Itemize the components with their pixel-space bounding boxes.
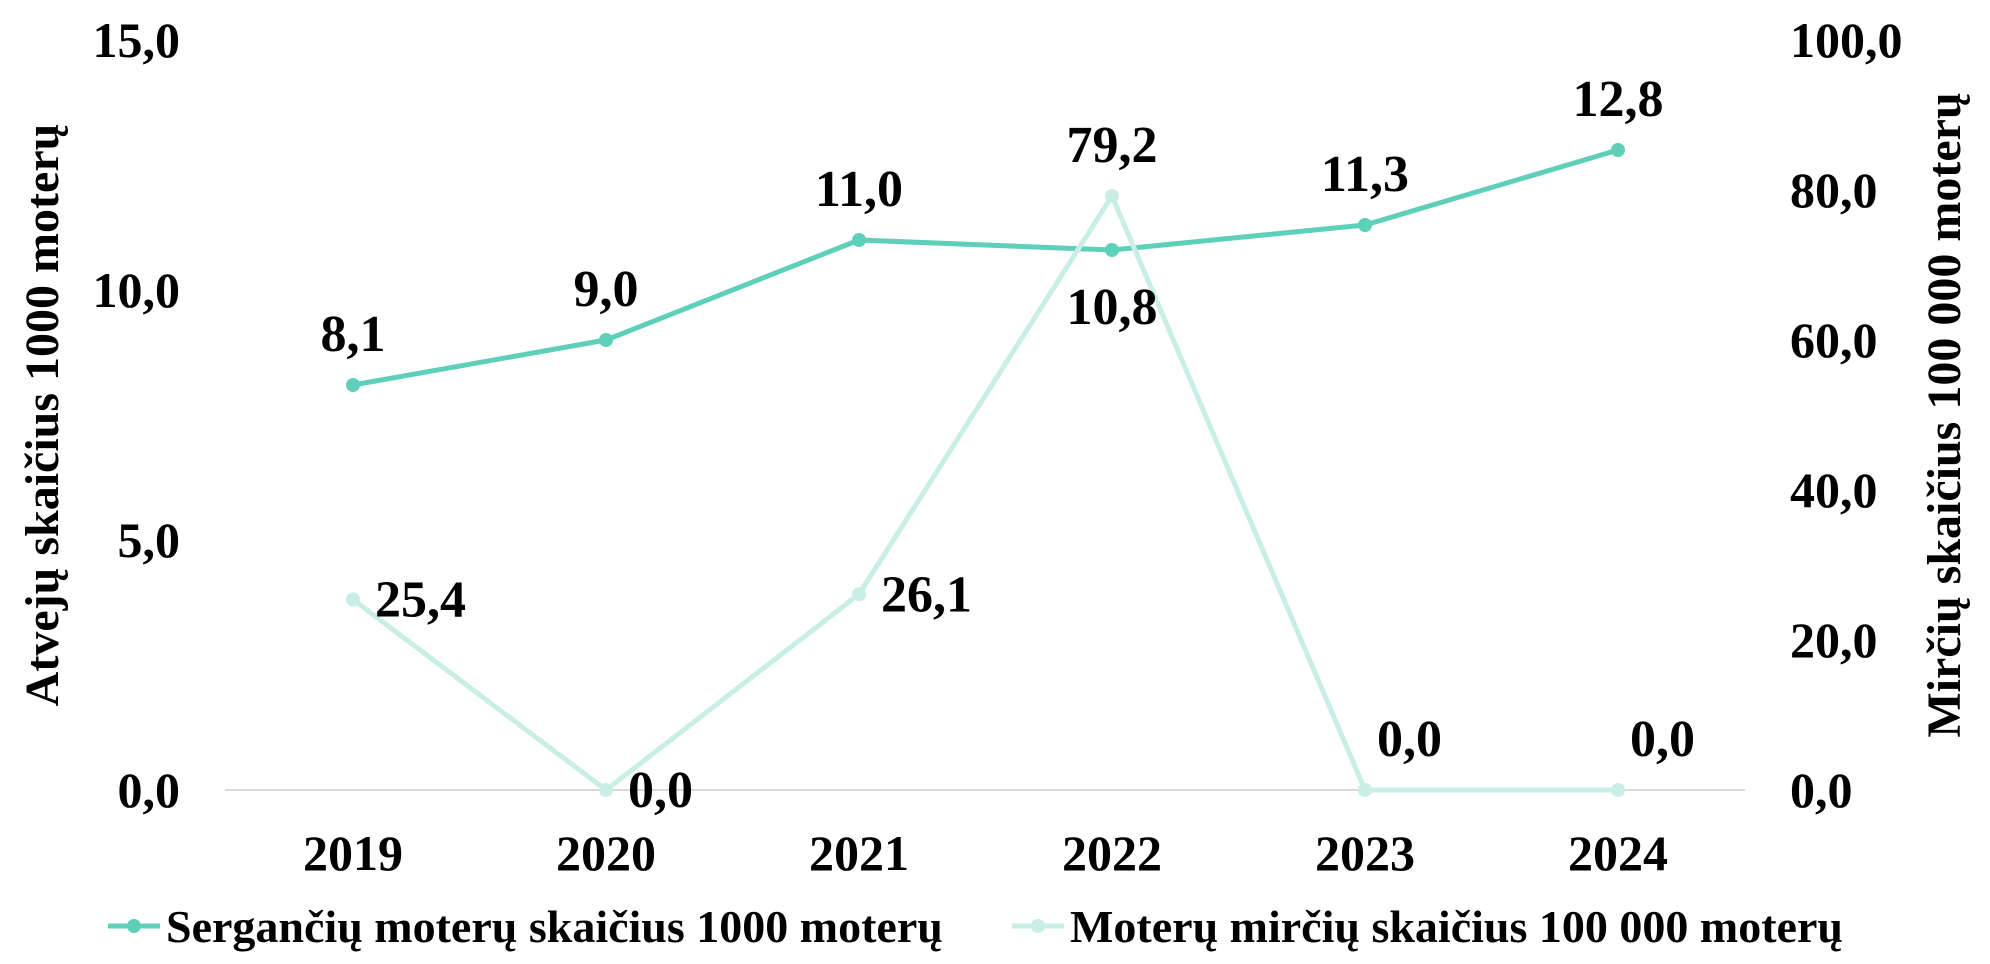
legend-label-2: Moterų mirčių skaičius 100 000 moterų [1070, 901, 1843, 952]
series-layer [346, 143, 1625, 797]
x-tick-label: 2022 [1062, 825, 1162, 881]
y-left-axis-title: Atvejų skaičius 1000 moterų [16, 124, 69, 707]
series-2-point [599, 783, 613, 797]
x-tick-label: 2024 [1568, 825, 1668, 881]
series-1-point [852, 233, 866, 247]
x-tick-label: 2023 [1315, 825, 1415, 881]
series-1-data-label: 10,8 [1067, 279, 1158, 336]
x-tick-label: 2019 [303, 825, 403, 881]
series-1-point [1611, 143, 1625, 157]
series-2-data-label: 0,0 [1377, 711, 1442, 768]
series-1-data-label: 11,3 [1321, 146, 1409, 203]
series-2-data-label: 0,0 [628, 762, 693, 819]
y-left-tick-label: 10,0 [93, 262, 181, 318]
series-2-point [852, 587, 866, 602]
series-1-point [1105, 243, 1119, 257]
y-left-tick-label: 5,0 [118, 512, 181, 568]
series-1-data-label: 12,8 [1573, 71, 1664, 128]
y-right-tick-label: 20,0 [1790, 612, 1878, 668]
series-line-1 [352, 147, 1619, 388]
series-1-point [1358, 218, 1372, 232]
y-right-tick-label: 60,0 [1790, 312, 1878, 368]
y-right-tick-label: 40,0 [1790, 462, 1878, 518]
series-1-data-label: 8,1 [321, 306, 386, 363]
series-2-data-label: 0,0 [1630, 711, 1695, 768]
series-2-data-label: 25,4 [375, 572, 466, 629]
series-2-point [1358, 783, 1372, 797]
series-1-data-label: 9,0 [574, 261, 639, 318]
series-line-2 [351, 193, 1618, 793]
legend: Sergančių moterų skaičius 1000 moterų Mot… [108, 901, 1843, 952]
x-tick-label: 2020 [556, 825, 656, 881]
y-right-tick-label: 100,0 [1790, 12, 1903, 68]
series-2-point [1105, 189, 1119, 203]
series-2-data-label: 79,2 [1067, 117, 1158, 174]
legend-marker-1 [127, 919, 141, 933]
series-2-point [346, 592, 360, 607]
series-2-data-label: 26,1 [881, 566, 972, 623]
y-left-tick-label: 0,0 [118, 762, 181, 818]
y-right-axis-title: Mirčių skaičius 100 000 moterų [1918, 92, 1971, 737]
data-labels-layer: 8,1 9,0 11,0 10,8 11,3 12,8 25,4 0,0 26,1 79,2 0,0… [321, 71, 1696, 819]
legend-marker-2 [1031, 919, 1045, 933]
axes-layer: 0,0 5,0 10,0 15,0 0,0 20,0 40,0 60,0 80,0 100,0 20… [16, 12, 1971, 881]
y-right-tick-label: 80,0 [1790, 162, 1878, 218]
x-tick-label: 2021 [809, 825, 909, 881]
series-1-point [346, 378, 360, 392]
series-2-point [1611, 783, 1625, 797]
series-1-data-label: 11,0 [815, 161, 903, 218]
series-1-point [599, 333, 613, 347]
y-left-tick-label: 15,0 [93, 12, 181, 68]
legend-label-1: Sergančių moterų skaičius 1000 moterų [166, 901, 943, 952]
y-right-tick-label: 0,0 [1790, 762, 1853, 818]
